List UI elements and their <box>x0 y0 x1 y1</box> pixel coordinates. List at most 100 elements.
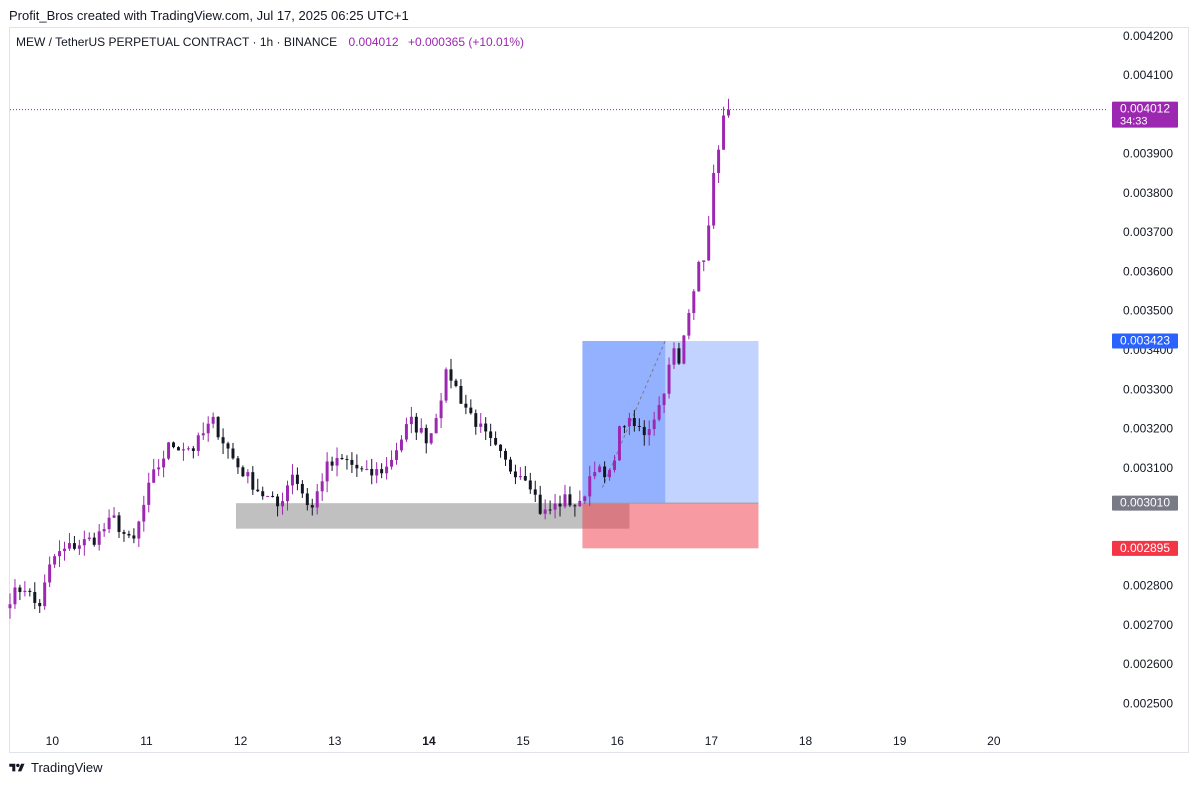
candle-body[interactable] <box>667 364 671 394</box>
candle-body[interactable] <box>157 467 161 470</box>
candle-body[interactable] <box>558 503 562 507</box>
candle-body[interactable] <box>236 458 240 468</box>
candle-body[interactable] <box>672 348 676 365</box>
candle-body[interactable] <box>632 417 636 426</box>
candle-body[interactable] <box>320 481 324 492</box>
candle-body[interactable] <box>504 450 508 460</box>
candle-body[interactable] <box>226 443 230 449</box>
candle-body[interactable] <box>360 468 364 470</box>
candle-body[interactable] <box>588 476 592 497</box>
candle-body[interactable] <box>325 461 329 482</box>
candle-body[interactable] <box>102 529 106 532</box>
candle-body[interactable] <box>677 348 681 364</box>
candle-body[interactable] <box>13 587 17 605</box>
candle-body[interactable] <box>191 448 195 451</box>
candle-body[interactable] <box>409 416 413 425</box>
candle-body[interactable] <box>330 461 334 466</box>
candle-body[interactable] <box>553 503 557 510</box>
candle-body[interactable] <box>196 435 200 451</box>
candle-body[interactable] <box>642 426 646 436</box>
candle-body[interactable] <box>464 403 468 408</box>
candle-body[interactable] <box>107 517 111 530</box>
candle-body[interactable] <box>152 469 156 483</box>
candle-body[interactable] <box>608 470 612 478</box>
candle-body[interactable] <box>201 433 205 436</box>
candle-body[interactable] <box>727 109 730 116</box>
candle-body[interactable] <box>310 505 314 508</box>
candle-body[interactable] <box>518 476 522 478</box>
candle-body[interactable] <box>598 466 602 473</box>
candle-body[interactable] <box>538 494 542 514</box>
candle-body[interactable] <box>241 467 245 477</box>
candle-body[interactable] <box>385 466 389 474</box>
candle-body[interactable] <box>256 489 260 492</box>
candle-body[interactable] <box>469 407 473 414</box>
candle-body[interactable] <box>276 496 280 507</box>
candle-body[interactable] <box>82 539 86 546</box>
candle-body[interactable] <box>568 494 572 506</box>
candle-body[interactable] <box>399 439 403 451</box>
candle-body[interactable] <box>513 471 517 478</box>
symbol-legend[interactable]: MEW / TetherUS PERPETUAL CONTRACT · 1h ·… <box>16 35 524 49</box>
candle-body[interactable] <box>533 489 537 495</box>
candle-body[interactable] <box>479 423 483 427</box>
candle-body[interactable] <box>335 457 339 466</box>
candle-body[interactable] <box>395 450 398 460</box>
candle-body[interactable] <box>454 380 458 387</box>
candle-body[interactable] <box>350 459 354 465</box>
price-label-stop[interactable] <box>1112 540 1178 556</box>
candle-body[interactable] <box>603 466 607 478</box>
candle-body[interactable] <box>127 533 131 536</box>
price-label-target[interactable] <box>1112 333 1178 349</box>
candle-body[interactable] <box>172 442 176 448</box>
candle-body[interactable] <box>543 509 547 514</box>
candle-body[interactable] <box>340 457 344 460</box>
candle-body[interactable] <box>414 416 418 433</box>
candle-body[interactable] <box>657 405 661 420</box>
long-position-stop-zone[interactable] <box>582 503 759 549</box>
candle-body[interactable] <box>622 426 626 428</box>
candle-body[interactable] <box>261 491 265 497</box>
candle-body[interactable] <box>117 515 121 533</box>
candle-body[interactable] <box>692 291 696 314</box>
candle-body[interactable] <box>355 464 359 469</box>
candle-body[interactable] <box>424 427 428 444</box>
price-label-entry[interactable] <box>1112 495 1178 511</box>
candle-body[interactable] <box>652 419 656 430</box>
candle-body[interactable] <box>295 474 299 484</box>
candle-body[interactable] <box>419 427 423 433</box>
candle-body[interactable] <box>365 468 369 470</box>
candle-body[interactable] <box>132 535 136 539</box>
candle-body[interactable] <box>162 458 166 468</box>
candle-body[interactable] <box>167 442 171 459</box>
candle-body[interactable] <box>211 416 215 424</box>
candle-body[interactable] <box>97 531 101 545</box>
candle-body[interactable] <box>380 469 384 474</box>
candle-body[interactable] <box>43 582 47 607</box>
candle-body[interactable] <box>573 505 577 507</box>
candle-body[interactable] <box>112 515 116 518</box>
candle-body[interactable] <box>444 369 448 401</box>
price-label-current[interactable] <box>1112 101 1178 128</box>
candle-body[interactable] <box>147 482 151 505</box>
candle-body[interactable] <box>67 543 71 549</box>
candle-body[interactable] <box>499 444 503 451</box>
candle-body[interactable] <box>23 590 27 593</box>
candle-body[interactable] <box>216 416 220 438</box>
candle-body[interactable] <box>702 260 706 262</box>
candle-body[interactable] <box>271 495 275 497</box>
candle-body[interactable] <box>508 459 512 472</box>
candle-body[interactable] <box>439 400 443 419</box>
candle-body[interactable] <box>28 590 32 592</box>
candle-body[interactable] <box>206 423 210 434</box>
candle-body[interactable] <box>682 335 686 364</box>
candle-body[interactable] <box>122 532 126 534</box>
candle-body[interactable] <box>404 424 408 440</box>
candle-body[interactable] <box>281 501 285 507</box>
candle-body[interactable] <box>345 459 349 461</box>
symbol-title[interactable]: MEW / TetherUS PERPETUAL CONTRACT · 1h ·… <box>16 35 338 49</box>
candle-body[interactable] <box>92 537 96 545</box>
candle-body[interactable] <box>429 433 433 444</box>
candle-body[interactable] <box>637 425 641 427</box>
